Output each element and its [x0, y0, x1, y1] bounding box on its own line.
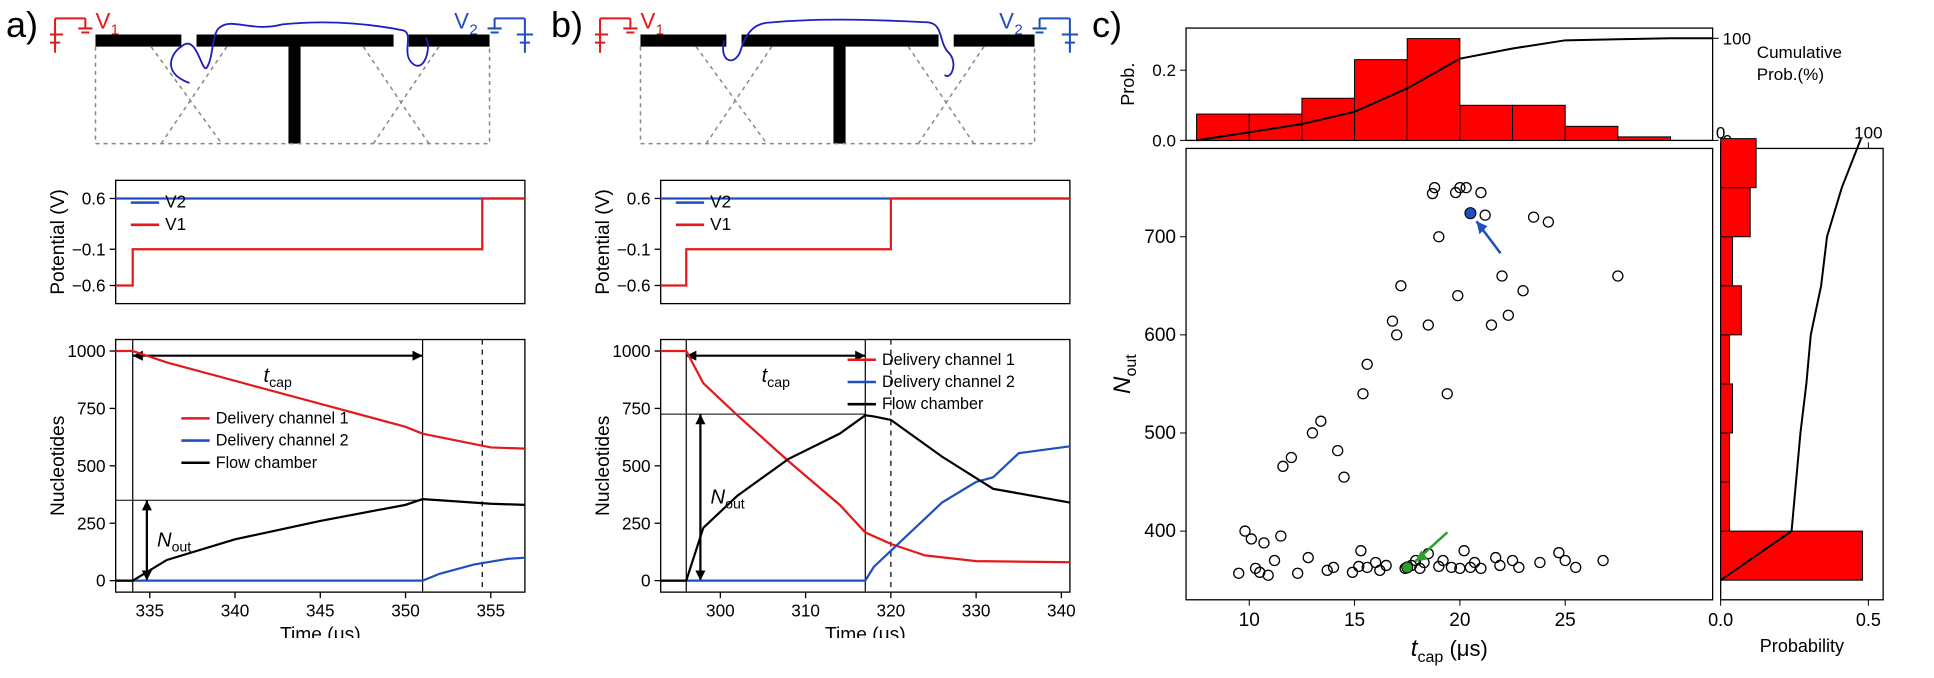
nucleotide-svg-b: 0 250 500 750 1000 300 310 320 330 340 Nucleotides…	[595, 328, 1080, 638]
svg-text:tcap: tcap	[762, 365, 791, 390]
potential-svg-b: −0.6 −0.1 0.6 Potential (V) V2V1	[595, 168, 1080, 318]
svg-text:700: 700	[1144, 227, 1176, 248]
svg-text:500: 500	[622, 456, 651, 476]
svg-text:Prob.(%): Prob.(%)	[1757, 65, 1824, 84]
svg-text:0.0: 0.0	[1708, 610, 1733, 630]
svg-text:Cumulative: Cumulative	[1757, 43, 1842, 62]
svg-text:15: 15	[1344, 610, 1365, 631]
panel-b: b) V1V2 −0.6 −0.1 0.6 Potential (V) V2V1 0 25…	[545, 0, 1090, 678]
panel-a-schematic: V1V2	[50, 8, 535, 158]
svg-text:−0.1: −0.1	[617, 239, 651, 259]
svg-text:500: 500	[1144, 423, 1176, 444]
svg-text:V: V	[95, 8, 110, 33]
svg-text:Time (μs): Time (μs)	[280, 625, 361, 638]
svg-text:0: 0	[1716, 123, 1725, 142]
nucleotide-svg-a: 0 250 500 750 1000 335 340 345 350 355 Nucleotides…	[50, 328, 535, 638]
svg-text:1000: 1000	[67, 341, 105, 361]
svg-text:340: 340	[1047, 600, 1076, 620]
panel-b-label: b)	[551, 4, 583, 46]
svg-text:1000: 1000	[612, 341, 650, 361]
svg-text:335: 335	[135, 600, 164, 620]
svg-text:Nucleotides: Nucleotides	[595, 416, 614, 516]
svg-text:−0.6: −0.6	[617, 276, 651, 296]
svg-text:0: 0	[641, 571, 651, 591]
svg-text:Nout: Nout	[711, 486, 745, 511]
panel-a-potential: −0.6 −0.1 0.6 Potential (V) V2V1	[50, 168, 535, 318]
svg-text:300: 300	[706, 600, 735, 620]
panel-c: c) 0.00.2Prob.0100CumulativeProb.(%)1015…	[1090, 0, 1934, 678]
svg-text:V1: V1	[165, 214, 186, 234]
svg-text:750: 750	[622, 398, 651, 418]
svg-text:0.0: 0.0	[1152, 131, 1176, 150]
svg-text:V1: V1	[710, 214, 731, 234]
svg-text:250: 250	[77, 513, 106, 533]
svg-text:355: 355	[476, 600, 505, 620]
svg-text:25: 25	[1555, 610, 1576, 631]
svg-text:0.2: 0.2	[1152, 61, 1176, 80]
svg-text:Prob.: Prob.	[1118, 63, 1138, 106]
svg-text:Potential (V): Potential (V)	[50, 189, 69, 295]
svg-text:330: 330	[962, 600, 991, 620]
svg-text:−0.1: −0.1	[72, 239, 106, 259]
svg-text:0.6: 0.6	[82, 189, 106, 209]
svg-text:Nucleotides: Nucleotides	[50, 416, 69, 516]
svg-text:Flow chamber: Flow chamber	[216, 454, 318, 472]
panel-c-plot: 0.0 0.2 Prob. 0 100 Cumulative Prob.(%) 10 15 20 2…	[1090, 8, 1914, 670]
svg-text:20: 20	[1449, 610, 1470, 631]
svg-text:Delivery channel 1: Delivery channel 1	[216, 409, 349, 427]
svg-text:350: 350	[391, 600, 420, 620]
figure-root: a) V1V2 −0.6−0.10.6Potential (V)V2V1 025…	[0, 0, 1934, 678]
panel-b-schematic: V1V2	[595, 8, 1080, 158]
svg-text:Nout: Nout	[157, 530, 191, 555]
svg-text:V: V	[999, 8, 1014, 33]
schematic-svg-a: V1V2	[50, 8, 535, 158]
panel-b-nucleotide: 0 250 500 750 1000 300 310 320 330 340 Nucleotides…	[595, 328, 1080, 638]
panel-b-potential: −0.6 −0.1 0.6 Potential (V) V2V1	[595, 168, 1080, 318]
svg-text:V: V	[640, 8, 655, 33]
svg-text:V2: V2	[165, 192, 186, 212]
svg-text:Delivery channel 2: Delivery channel 2	[216, 432, 349, 450]
svg-text:345: 345	[306, 600, 335, 620]
svg-text:10: 10	[1239, 610, 1260, 631]
svg-text:600: 600	[1144, 325, 1176, 346]
potential-svg-a: −0.6 −0.1 0.6 Potential (V) V2V1	[50, 168, 535, 318]
svg-text:320: 320	[877, 600, 906, 620]
svg-text:750: 750	[77, 398, 106, 418]
schematic-svg-b: V1V2	[595, 8, 1080, 158]
panel-a: a) V1V2 −0.6 −0.1 0.6 Potential (V) V2V1 0 25…	[0, 0, 545, 678]
svg-text:310: 310	[791, 600, 820, 620]
svg-text:500: 500	[77, 456, 106, 476]
svg-text:tcap: tcap	[263, 365, 292, 390]
svg-text:Time (μs): Time (μs)	[825, 625, 906, 638]
svg-text:0: 0	[96, 571, 106, 591]
svg-text:Probability: Probability	[1760, 636, 1844, 656]
svg-text:100: 100	[1723, 29, 1751, 48]
svg-text:V2: V2	[710, 192, 731, 212]
svg-text:V: V	[454, 8, 469, 33]
svg-text:Delivery channel 1: Delivery channel 1	[882, 351, 1015, 369]
panel-a-nucleotide: 0 250 500 750 1000 335 340 345 350 355 Nucleotides…	[50, 328, 535, 638]
panel-c-svg: 0.0 0.2 Prob. 0 100 Cumulative Prob.(%) 10 15 20 2…	[1090, 8, 1914, 670]
svg-text:400: 400	[1144, 521, 1176, 542]
svg-text:Flow chamber: Flow chamber	[882, 395, 984, 413]
svg-text:Delivery channel 2: Delivery channel 2	[882, 373, 1015, 391]
svg-text:tcap (μs): tcap (μs)	[1411, 635, 1488, 666]
panel-a-label: a)	[6, 4, 38, 46]
svg-text:Nout: Nout	[1109, 354, 1140, 394]
svg-text:0.6: 0.6	[627, 189, 651, 209]
svg-text:250: 250	[622, 513, 651, 533]
svg-text:Potential (V): Potential (V)	[595, 189, 614, 295]
svg-text:100: 100	[1854, 123, 1882, 142]
svg-text:340: 340	[221, 600, 250, 620]
svg-text:−0.6: −0.6	[72, 276, 106, 296]
svg-text:0.5: 0.5	[1856, 610, 1881, 630]
